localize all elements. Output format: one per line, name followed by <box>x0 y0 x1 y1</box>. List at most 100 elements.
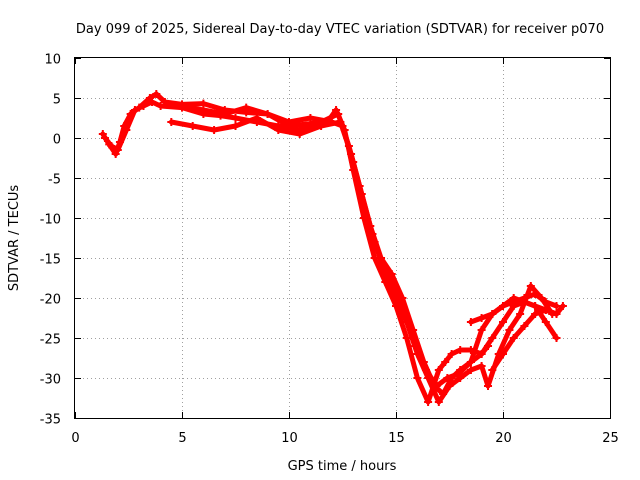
data-point <box>413 350 422 358</box>
data-point <box>152 90 161 98</box>
data-point <box>499 302 507 310</box>
data-point <box>531 290 540 298</box>
y-tick-label: -15 <box>40 253 61 268</box>
data-point <box>531 310 540 318</box>
ticks <box>75 58 611 419</box>
data-point <box>295 130 304 138</box>
x-tick-label: 5 <box>178 431 186 446</box>
series-arc-6 <box>488 306 561 374</box>
data-point <box>434 398 443 406</box>
data-point <box>220 110 229 118</box>
data-point <box>499 350 507 358</box>
data-point <box>520 294 529 302</box>
data-point <box>274 126 283 134</box>
data-point <box>167 118 176 126</box>
y-tick-label: -30 <box>40 373 61 388</box>
data-point <box>210 126 219 134</box>
data-point <box>424 398 433 406</box>
series-arc-4 <box>178 102 557 406</box>
data-point <box>188 122 197 130</box>
data-point <box>552 310 561 318</box>
tick-labels: 0 5 10 15 20 25 -35 -30 -25 -20 -15 -10 -5 0 5 10 <box>40 53 619 447</box>
y-tick-label: 5 <box>53 93 61 108</box>
data-point <box>381 270 390 278</box>
y-tick-label: -10 <box>40 213 61 228</box>
data-point <box>139 102 148 110</box>
data-point <box>488 310 497 318</box>
series-arc-1 <box>98 90 493 406</box>
y-tick-label: -5 <box>48 173 61 188</box>
x-tick-label: 15 <box>388 431 405 446</box>
data-point <box>285 118 293 126</box>
data-point <box>466 366 475 374</box>
data-point <box>531 302 540 310</box>
y-tick-label: -25 <box>40 333 61 348</box>
data-point <box>148 98 157 106</box>
plot-frame <box>74 57 611 419</box>
data-point <box>402 334 411 342</box>
data-point <box>477 350 486 358</box>
data-point <box>484 382 493 390</box>
data-point <box>413 374 422 382</box>
y-axis-label: SDTVAR / TECUs <box>7 185 22 292</box>
data-point <box>317 122 326 130</box>
data-point <box>477 362 486 370</box>
data-point <box>178 102 186 110</box>
series-line <box>100 91 491 405</box>
x-tick-label: 20 <box>495 431 512 446</box>
data-point <box>505 326 514 334</box>
data-point <box>327 118 336 126</box>
data-point <box>100 134 109 142</box>
data-point <box>520 322 529 330</box>
x-tick-label: 10 <box>281 431 298 446</box>
data-point <box>231 114 240 122</box>
data-point <box>242 103 251 112</box>
data-point <box>466 318 475 326</box>
x-tick-label: 25 <box>602 431 619 446</box>
data-point <box>231 122 240 130</box>
x-tick-label: 0 <box>71 431 79 446</box>
data-point <box>130 106 139 114</box>
grid <box>75 58 610 418</box>
data-point <box>488 334 497 342</box>
data-point <box>509 298 518 306</box>
data-point <box>306 114 315 122</box>
series-line <box>489 307 559 373</box>
data-point <box>434 366 443 374</box>
data-point <box>541 318 550 326</box>
data-point <box>541 298 550 306</box>
data-point <box>541 306 550 314</box>
data-point <box>263 110 272 118</box>
series-arc-5 <box>466 290 561 326</box>
data-point <box>552 302 561 310</box>
x-axis-label: GPS time / hours <box>288 459 397 474</box>
y-tick-label: -35 <box>40 413 61 428</box>
data-point <box>499 318 507 326</box>
data-point <box>456 346 465 354</box>
chart-title: Day 099 of 2025, Sidereal Day-to-day VTE… <box>76 22 604 37</box>
data-point <box>466 358 475 366</box>
data-point <box>156 102 165 110</box>
data-point <box>477 314 486 322</box>
data-point <box>359 206 368 214</box>
data-point <box>370 238 379 246</box>
data-point <box>392 294 400 302</box>
data-point <box>113 146 122 154</box>
series-group <box>98 90 567 406</box>
data-point <box>334 110 343 118</box>
data-point <box>349 158 358 166</box>
data-point <box>443 374 452 382</box>
series-line <box>179 103 555 405</box>
data-point <box>107 142 116 150</box>
data-point <box>488 366 497 374</box>
data-point <box>402 318 411 326</box>
data-point <box>252 114 261 122</box>
data-point <box>552 334 561 342</box>
series-line <box>102 99 559 397</box>
data-point <box>445 382 454 390</box>
y-tick-label: 0 <box>53 133 61 148</box>
data-point <box>424 374 433 382</box>
data-point <box>456 374 465 382</box>
data-point <box>477 326 486 334</box>
